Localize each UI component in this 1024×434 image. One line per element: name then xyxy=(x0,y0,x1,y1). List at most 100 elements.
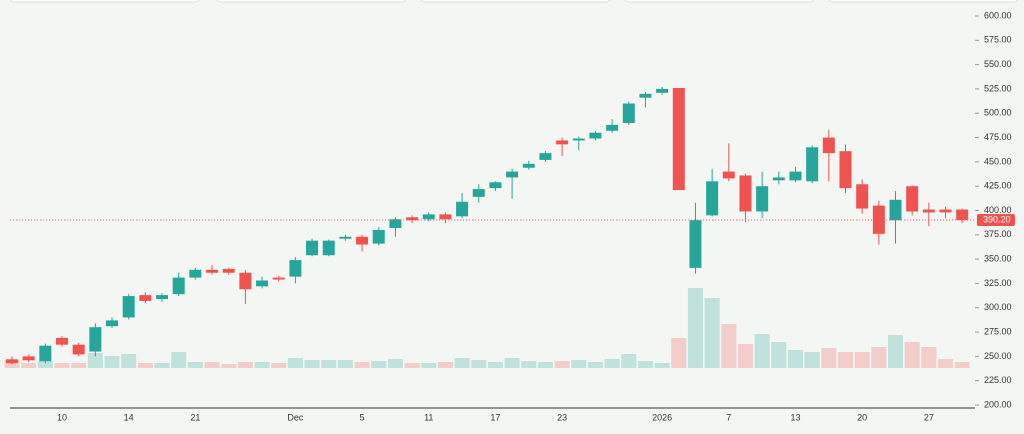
volume-bar xyxy=(804,352,820,368)
volume-bar xyxy=(521,361,537,368)
toolbar-tab[interactable] xyxy=(827,0,1019,3)
volume-bar xyxy=(504,358,520,368)
volume-bar xyxy=(371,361,387,368)
volume-bar xyxy=(921,347,937,368)
volume-bar xyxy=(71,363,87,368)
toolbar-tab[interactable] xyxy=(419,0,611,3)
candle-body xyxy=(339,236,352,239)
y-tick-label: 200.00 xyxy=(984,399,1012,409)
candle-body xyxy=(306,240,319,256)
candle-body xyxy=(106,320,119,327)
last-price-label: 390.20 xyxy=(983,214,1011,224)
candle-body xyxy=(806,147,819,182)
volume-bar xyxy=(871,347,887,368)
y-tick-label: 350.00 xyxy=(984,254,1012,264)
volume-bar xyxy=(888,335,904,368)
volume-bar xyxy=(687,288,703,368)
y-tick-label: 475.00 xyxy=(984,132,1012,142)
candle-body xyxy=(922,209,935,213)
candle-body xyxy=(606,124,619,131)
x-tick-label: 21 xyxy=(190,412,200,422)
y-tick-label: 450.00 xyxy=(984,156,1012,166)
candle-body xyxy=(272,277,285,280)
toolbar-tab[interactable] xyxy=(9,0,201,3)
x-tick-label: 20 xyxy=(857,412,867,422)
candle-body xyxy=(356,236,369,245)
volume-bar xyxy=(671,338,687,368)
candle-body xyxy=(839,151,852,189)
candle-body xyxy=(706,181,719,216)
volume-bar xyxy=(87,353,103,368)
volume-bar xyxy=(304,360,320,368)
volume-bar xyxy=(437,362,453,368)
volume-bar xyxy=(221,364,237,368)
toolbar-tab[interactable] xyxy=(215,0,407,3)
y-tick-label: 300.00 xyxy=(984,302,1012,312)
volume-bar xyxy=(487,362,503,368)
x-tick-label: 10 xyxy=(57,412,67,422)
volume-bar xyxy=(704,298,720,368)
candle-body xyxy=(556,140,569,145)
candle-body xyxy=(872,205,885,234)
candle-body xyxy=(822,137,835,154)
candle-body xyxy=(622,103,635,123)
candle-body xyxy=(939,209,952,213)
candle-body xyxy=(389,219,402,229)
candle-body xyxy=(439,214,452,220)
candle-body xyxy=(256,280,269,287)
volume-bar xyxy=(271,363,287,368)
candle-body xyxy=(189,269,202,278)
candle-body xyxy=(739,175,752,212)
candle-body xyxy=(506,171,519,178)
volume-bar xyxy=(137,363,153,368)
candle-body xyxy=(156,295,169,299)
volume-bar xyxy=(904,342,920,368)
volume-bar xyxy=(237,362,253,368)
candle-body xyxy=(572,138,585,141)
volume-bar xyxy=(954,362,970,368)
candle-body xyxy=(172,277,185,295)
volume-bar xyxy=(287,358,303,368)
candle-body xyxy=(656,88,669,93)
volume-bar xyxy=(754,334,770,368)
y-tick-label: 225.00 xyxy=(984,375,1012,385)
candle-body xyxy=(522,163,535,168)
volume-bar xyxy=(654,363,670,368)
y-tick-label: 500.00 xyxy=(984,108,1012,118)
candle-body xyxy=(472,189,485,197)
y-tick-label: 575.00 xyxy=(984,35,1012,45)
candle-body xyxy=(539,153,552,160)
candle-body xyxy=(239,272,252,290)
volume-bar xyxy=(571,360,587,368)
volume-bar xyxy=(104,356,120,368)
volume-bar xyxy=(154,363,170,368)
volume-bar xyxy=(421,363,437,368)
last-price-tag xyxy=(977,214,1015,227)
volume-bar xyxy=(854,352,870,368)
volume-bar xyxy=(737,344,753,368)
candle-body xyxy=(6,359,18,364)
candle-body xyxy=(889,199,902,221)
volume-bar xyxy=(821,348,837,368)
candle-body xyxy=(639,93,652,98)
candle-body xyxy=(722,171,735,179)
toolbar-tab[interactable] xyxy=(623,0,815,3)
x-tick-label: 17 xyxy=(490,412,500,422)
x-tick-label: 2026 xyxy=(652,412,672,422)
volume-bar xyxy=(354,362,370,368)
volume-bar xyxy=(337,360,353,368)
volume-bar xyxy=(537,362,553,368)
volume-bar xyxy=(187,362,203,368)
candle-body xyxy=(422,214,435,220)
volume-bar xyxy=(454,358,470,368)
volume-bar xyxy=(121,354,137,368)
x-tick-label: 7 xyxy=(726,412,731,422)
candle-body xyxy=(489,182,502,189)
y-tick-label: 600.00 xyxy=(984,10,1012,20)
x-tick-label: 23 xyxy=(557,412,567,422)
x-tick-label: Dec xyxy=(287,412,304,422)
volume-bar xyxy=(54,363,70,368)
candle-body xyxy=(772,177,785,181)
candle-body xyxy=(406,217,419,221)
candle-body xyxy=(789,171,802,181)
